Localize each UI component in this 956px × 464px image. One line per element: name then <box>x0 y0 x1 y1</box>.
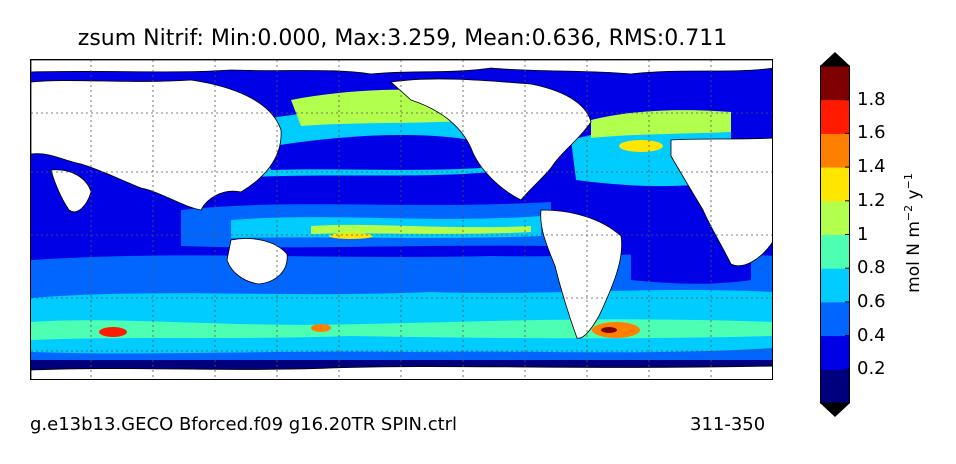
unit-exp-y: −1 <box>902 173 916 190</box>
land-north-america <box>390 78 592 201</box>
ocean-hotspot-nz <box>311 324 331 332</box>
ocean-band-npac-blue <box>261 134 481 170</box>
colorbar-tick-label: 1.8 <box>857 88 886 110</box>
colorbar-swatch <box>820 301 850 337</box>
land-masses <box>31 60 772 379</box>
title-min: 0.000 <box>257 26 321 51</box>
colorbar-tick-label: 1.4 <box>857 156 886 178</box>
colorbar-tick-label: 0.2 <box>857 358 886 380</box>
colorbar-tick-label: 1 <box>857 223 869 245</box>
max-label: Max: <box>334 26 388 51</box>
map-panel <box>30 59 773 380</box>
colorbar-extend-under <box>820 403 850 417</box>
land-eurasia <box>31 79 282 211</box>
colorbar-swatch <box>820 200 850 235</box>
title-mean: 0.636 <box>531 26 595 51</box>
colorbar-unit-label: mol N m−2 y−1 <box>902 173 924 293</box>
colorbar-swatch <box>820 335 850 370</box>
unit-text-y: y <box>903 189 924 205</box>
ocean-hotspot-natl <box>619 140 663 152</box>
ocean-band-equatorial-green <box>311 224 531 234</box>
unit-text: mol N m <box>903 221 924 293</box>
title-max: 3.259 <box>387 26 451 51</box>
colorbar-swatch <box>820 99 850 134</box>
land-south-america <box>540 209 623 339</box>
colorbar-swatch <box>820 234 850 269</box>
run-label: g.e13b13.GECO Bforced.f09 g16.20TR SPIN.… <box>30 414 458 435</box>
title-variable: zsum Nitrif <box>77 26 197 51</box>
title-rms: 0.711 <box>664 26 728 51</box>
colorbar-tick-label: 1.6 <box>857 122 886 144</box>
colorbar-tick-label: 0.4 <box>857 324 886 346</box>
ocean-hotspot-eq-pacific <box>329 233 373 239</box>
rms-label: RMS: <box>608 26 665 51</box>
map-title: zsum Nitrif: Min:0.000, Max:3.259, Mean:… <box>77 26 728 51</box>
colorbar-swatch <box>820 268 850 303</box>
ocean-map <box>31 60 772 379</box>
colorbar-tick-label: 1.2 <box>857 189 886 211</box>
colorbar-swatch <box>820 133 850 168</box>
map-gridlines <box>31 60 772 379</box>
ocean-hotspot-kerguelen <box>99 327 127 337</box>
colorbar-swatch <box>820 66 850 101</box>
years-label: 311-350 <box>690 414 766 435</box>
colorbar-swatch <box>820 369 850 404</box>
land-india <box>50 169 92 213</box>
colorbar <box>820 52 850 417</box>
mean-label: Mean: <box>464 26 532 51</box>
colorbar-extend-over <box>820 52 850 66</box>
colorbar-tick-label: 0.6 <box>857 290 886 312</box>
land-africa-europe <box>670 137 772 266</box>
ocean-hotspot-patagonia-core <box>601 327 617 333</box>
min-label: Min: <box>210 26 258 51</box>
land-arctic-north <box>31 60 772 75</box>
unit-exp-m: −2 <box>902 204 916 222</box>
colorbar-swatch <box>820 167 850 202</box>
ocean-band-natl-green <box>591 110 731 138</box>
land-australia <box>226 238 288 285</box>
colorbar-tick-label: 0.8 <box>857 257 886 279</box>
